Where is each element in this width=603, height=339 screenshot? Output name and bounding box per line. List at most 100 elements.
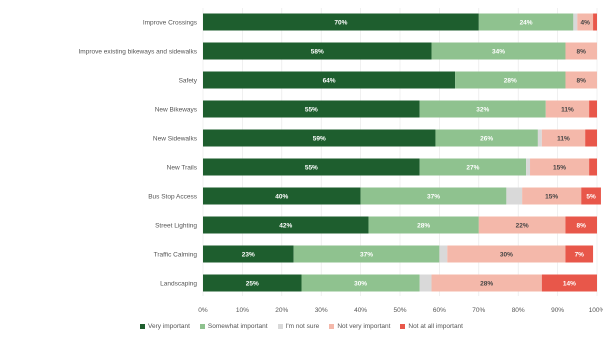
bar-segment <box>203 274 302 292</box>
category-label: New Sidewalks <box>153 135 198 142</box>
bar-segment <box>577 13 594 31</box>
x-tick-label: 20% <box>275 307 288 314</box>
bar-segment <box>419 100 546 118</box>
bar-segment <box>565 42 597 60</box>
x-tick-label: 70% <box>472 307 485 314</box>
x-tick-label: 50% <box>393 307 406 314</box>
x-tick-label: 60% <box>433 307 446 314</box>
bar-data-label: 7% <box>575 251 585 258</box>
legend-item: Very important <box>140 323 190 330</box>
bar-data-label: 59% <box>313 135 326 142</box>
bar-segment <box>541 129 586 147</box>
bar-segment <box>203 245 294 263</box>
bar-segment <box>585 129 597 147</box>
bar-segment <box>419 274 432 292</box>
x-tick-label: 90% <box>551 307 564 314</box>
bar-segment <box>478 216 566 234</box>
x-tick-label: 10% <box>236 307 249 314</box>
bar-data-label: 8% <box>577 48 587 55</box>
legend-swatch <box>140 323 145 329</box>
bar-data-label: 30% <box>500 251 513 258</box>
bar-segment <box>203 129 436 147</box>
bar-segment <box>439 245 448 263</box>
bar-data-label: 14% <box>563 280 576 287</box>
bar-segment <box>203 71 456 89</box>
bar-segment <box>435 129 538 147</box>
bar-segment <box>301 274 420 292</box>
bar-segment <box>565 216 597 234</box>
bar-data-label: 58% <box>311 48 324 55</box>
bar-data-label: 40% <box>275 193 288 200</box>
legend-label: Not very important <box>337 322 391 330</box>
category-label: Safety <box>179 77 198 84</box>
legend-item: I'm not sure <box>277 322 320 330</box>
bar-segment <box>293 245 440 263</box>
bar-data-label: 22% <box>516 222 529 229</box>
bar-data-label: 27% <box>466 164 479 171</box>
x-tick-label: 100% <box>589 307 603 314</box>
bar-segment <box>203 158 420 176</box>
category-label: Landscaping <box>160 280 197 287</box>
bar-data-label: 28% <box>480 280 493 287</box>
bar-segment <box>419 158 527 176</box>
bar-segment <box>589 100 597 118</box>
bar-data-label: 28% <box>504 77 517 84</box>
bar-data-label: 37% <box>360 251 373 258</box>
bar-data-label: 8% <box>577 222 587 229</box>
bar-segment <box>368 216 479 234</box>
legend-label: I'm not sure <box>285 322 320 330</box>
category-label: Traffic Calming <box>154 251 198 258</box>
bar-segment <box>530 158 590 176</box>
bar-data-label: 4% <box>580 19 590 26</box>
bar-segment <box>545 100 590 118</box>
chart-legend: Very important Somewhat important I'm not … <box>0 319 603 333</box>
bar-segment <box>565 71 597 89</box>
legend-label: Very important <box>148 322 190 330</box>
bar-segment <box>537 129 542 147</box>
bar-segment <box>203 13 479 31</box>
bar-data-label: 55% <box>305 106 318 113</box>
x-tick-label: 0% <box>198 307 208 314</box>
bar-data-label: 26% <box>480 135 493 142</box>
legend-label: Somewhat important <box>207 322 268 330</box>
category-label: New Trails <box>167 164 198 171</box>
x-tick-label: 40% <box>354 307 367 314</box>
category-label: Bus Stop Access <box>148 193 198 200</box>
bar-segment <box>203 187 361 205</box>
category-label: Street Lighting <box>155 222 197 229</box>
legend-swatch <box>329 323 335 329</box>
legend-item: Not at all important <box>400 323 463 330</box>
bar-data-label: 28% <box>417 222 430 229</box>
bar-data-label: 24% <box>520 19 533 26</box>
legend-swatch <box>400 323 406 329</box>
bar-data-label: 42% <box>279 222 292 229</box>
bar-data-label: 70% <box>334 19 347 26</box>
x-tick-label: 30% <box>315 307 328 314</box>
category-label: Improve Crossings <box>143 19 198 26</box>
bar-segment <box>478 13 574 31</box>
bar-data-label: 15% <box>545 193 558 200</box>
chart-svg: 0% 10% 20% 30% 40% 50% 60% 70% 80% 90% 100% Improve… <box>79 8 603 314</box>
legend-swatch <box>199 323 205 329</box>
bar-segment <box>455 71 566 89</box>
bar-data-label: 30% <box>354 280 367 287</box>
legend-item: Somewhat important <box>199 322 268 330</box>
bar-data-label: 11% <box>561 106 574 113</box>
x-tick-label: 80% <box>512 307 525 314</box>
bar-segment <box>203 42 432 60</box>
bar-segment <box>203 216 369 234</box>
category-label: Improve existing bikeways and sidewalks <box>79 48 198 55</box>
bar-segment <box>541 274 597 292</box>
bar-data-label: 23% <box>242 251 255 258</box>
bar-segment <box>431 42 566 60</box>
bar-segment <box>526 158 531 176</box>
bar-data-label: 55% <box>305 164 318 171</box>
bar-data-label: 8% <box>577 77 587 84</box>
bar-segment <box>447 245 566 263</box>
bar-segment <box>581 187 601 205</box>
bar-segment <box>203 100 420 118</box>
legend-swatch <box>277 323 283 329</box>
bar-segment <box>589 158 597 176</box>
bar-data-label: 37% <box>427 193 440 200</box>
